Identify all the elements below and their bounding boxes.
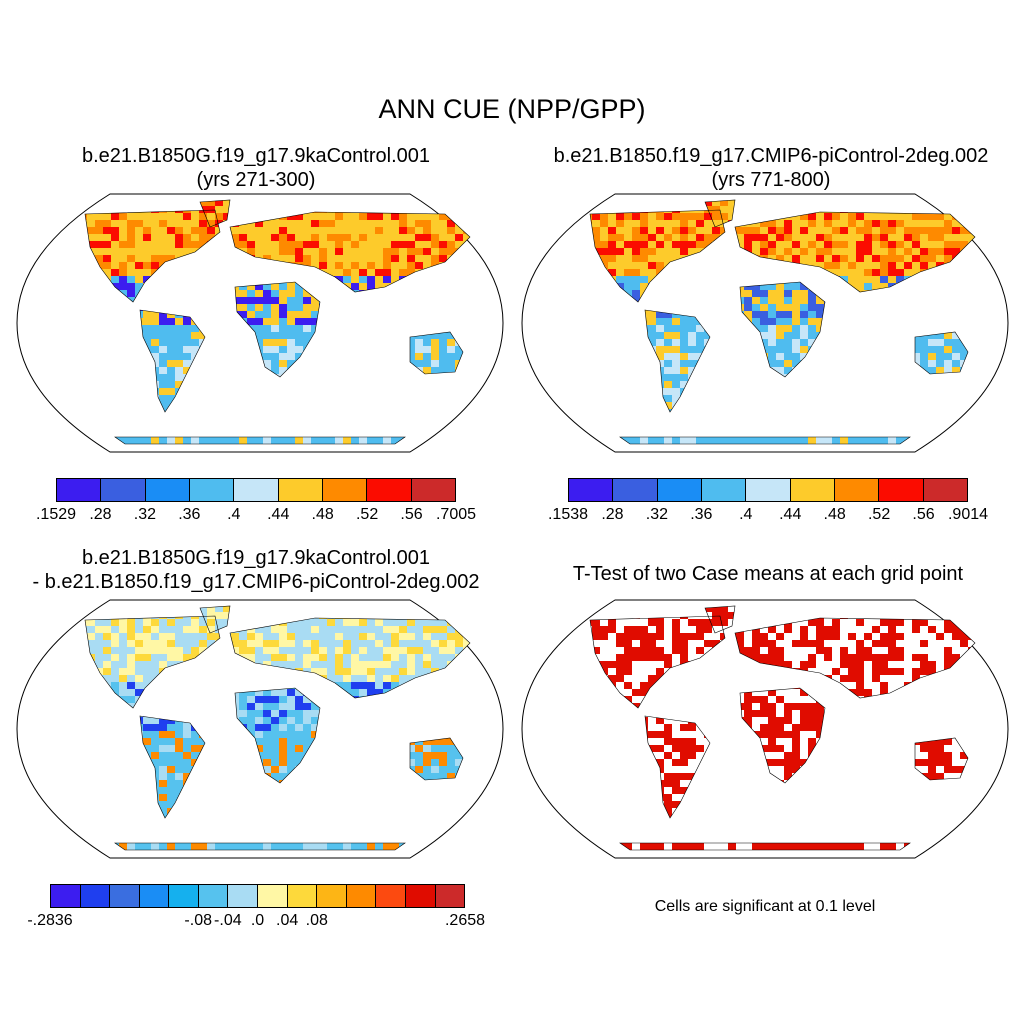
- panel3-title: b.e21.B1850G.f19_g17.9kaControl.001 - b.…: [0, 546, 512, 594]
- colorbar-swatch: [834, 479, 880, 501]
- colorbar-tick-label: .08: [305, 912, 328, 929]
- colorbar-tick-label: .36: [178, 506, 201, 523]
- panel3-colorbar: [50, 884, 465, 908]
- colorbar-tick-label: .28: [89, 506, 112, 523]
- colorbar-swatch: [317, 885, 347, 907]
- colorbar-swatch: [569, 479, 614, 501]
- colorbar-swatch: [198, 885, 229, 907]
- colorbar-swatch: [287, 885, 318, 907]
- panel2-title: b.e21.B1850.f19_g17.CMIP6-piControl-2deg…: [512, 144, 1024, 192]
- colorbar-tick-label: .52: [867, 506, 891, 523]
- colorbar-swatch: [346, 885, 377, 907]
- colorbar-swatch: [657, 479, 702, 501]
- colorbar-tick-label: .4: [739, 506, 753, 523]
- colorbar-swatch: [923, 479, 967, 501]
- colorbar-swatch: [435, 885, 465, 907]
- colorbar-swatch: [169, 885, 199, 907]
- panel3-map: [16, 599, 504, 859]
- colorbar-swatch: [746, 479, 791, 501]
- panel2-title-line2: (yrs 771-800): [711, 169, 831, 191]
- panel4-map: [521, 599, 1009, 859]
- colorbar-swatch: [145, 479, 190, 501]
- colorbar-tick-label: .2658: [444, 912, 486, 929]
- colorbar-tick-label: .32: [645, 506, 668, 523]
- panel3-title-line1: b.e21.B1850G.f19_g17.9kaControl.001: [81, 547, 431, 569]
- colorbar-swatch: [411, 479, 455, 501]
- colorbar-tick-label: .36: [690, 506, 713, 523]
- panel4-title-line1: T-Test of two Case means at each grid po…: [572, 563, 964, 585]
- colorbar-swatch: [879, 479, 924, 501]
- colorbar-swatch: [376, 885, 406, 907]
- colorbar-swatch: [258, 885, 288, 907]
- colorbar-swatch: [322, 479, 368, 501]
- colorbar-tick-label: .28: [601, 506, 624, 523]
- panel2-colorbar-ticks: .1538 .28 .32 .36 .4 .44 .48 .52 .56 .9014: [548, 506, 988, 526]
- colorbar-tick-label: .9014: [947, 506, 989, 523]
- panel1-map: [16, 193, 504, 453]
- colorbar-swatch: [110, 885, 140, 907]
- colorbar-tick-label: .1529: [35, 506, 77, 523]
- colorbar-swatch: [613, 479, 658, 501]
- colorbar-tick-label: .7005: [435, 506, 477, 523]
- panel1-colorbar-ticks: .1529 .28 .32 .36 .4 .44 .48 .52 .56 .7005: [36, 506, 476, 526]
- colorbar-swatch: [367, 479, 412, 501]
- colorbar-tick-label: .1538: [547, 506, 589, 523]
- colorbar-tick-label: .48: [311, 506, 334, 523]
- colorbar-tick-label: -.08: [184, 912, 212, 929]
- panel2-map: [521, 193, 1009, 453]
- colorbar-swatch: [57, 479, 102, 501]
- colorbar-swatch: [101, 479, 146, 501]
- colorbar-tick-label: -.2836: [27, 912, 73, 929]
- main-title: ANN CUE (NPP/GPP): [378, 94, 646, 124]
- colorbar-swatch: [405, 885, 436, 907]
- panel2-colorbar: [568, 478, 968, 502]
- colorbar-swatch: [80, 885, 111, 907]
- colorbar-tick-label: .56: [400, 506, 423, 523]
- panel1-colorbar: [56, 478, 456, 502]
- panel3-colorbar-ticks: -.2836 -.08 -.04 .0 .04 .08 .2658: [27, 912, 485, 932]
- panel1-title: b.e21.B1850G.f19_g17.9kaControl.001 (yrs…: [0, 144, 512, 192]
- colorbar-swatch: [51, 885, 81, 907]
- colorbar-tick-label: .44: [779, 506, 802, 523]
- colorbar-swatch: [234, 479, 279, 501]
- panel1-title-line1: b.e21.B1850G.f19_g17.9kaControl.001: [81, 145, 431, 167]
- panel2-title-line1: b.e21.B1850.f19_g17.CMIP6-piControl-2deg…: [553, 145, 989, 167]
- colorbar-tick-label: .0: [250, 912, 265, 929]
- colorbar-tick-label: .04: [276, 912, 299, 929]
- colorbar-tick-label: .32: [133, 506, 156, 523]
- colorbar-tick-label: .4: [227, 506, 241, 523]
- colorbar-tick-label: .44: [267, 506, 290, 523]
- colorbar-swatch: [139, 885, 170, 907]
- colorbar-swatch: [701, 479, 747, 501]
- colorbar-tick-label: .48: [823, 506, 846, 523]
- panel1-title-line2: (yrs 271-300): [196, 169, 316, 191]
- colorbar-tick-label: -.04: [214, 912, 242, 929]
- colorbar-swatch: [189, 479, 235, 501]
- colorbar-tick-label: .52: [355, 506, 379, 523]
- colorbar-swatch: [790, 479, 835, 501]
- colorbar-swatch: [278, 479, 323, 501]
- colorbar-swatch: [228, 885, 259, 907]
- panel3-title-line2: - b.e21.B1850.f19_g17.CMIP6-piControl-2d…: [32, 571, 480, 593]
- significance-note: Cells are significant at 0.1 level: [654, 898, 876, 915]
- panel4-title: T-Test of two Case means at each grid po…: [512, 562, 1024, 586]
- colorbar-tick-label: .56: [912, 506, 935, 523]
